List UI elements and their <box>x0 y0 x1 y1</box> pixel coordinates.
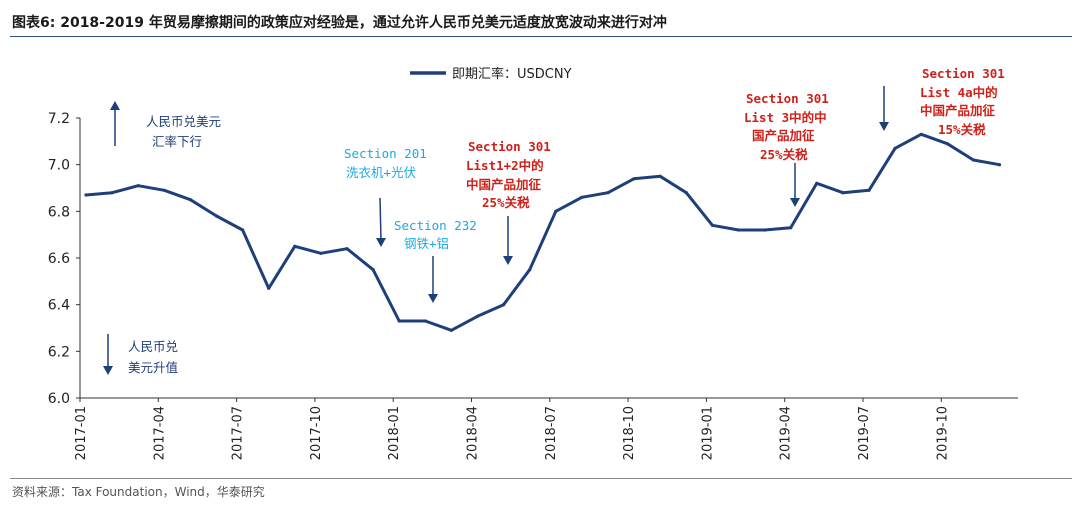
annotation-section-201: Section 201 洗衣机+光伏 <box>344 146 427 247</box>
x-tick-label: 2018-07 <box>544 406 559 460</box>
annotation-s201-line2: 洗衣机+光伏 <box>346 165 417 180</box>
x-tick-label: 2019-07 <box>857 406 872 460</box>
annotation-cny-up: 人民币兑 美元升值 <box>103 334 178 375</box>
annotation-section-301-list3: Section 301 List 3中的中 国产品加征 25%关税 <box>744 91 829 207</box>
annotation-cny-down-line2: 汇率下行 <box>152 134 202 149</box>
annotation-s301b-line2: List 3中的中 <box>744 110 827 125</box>
annotation-cny-up-line2: 美元升值 <box>128 360 178 375</box>
legend-label: 即期汇率：USDCNY <box>452 66 572 82</box>
annotation-s232-line1: Section 232 <box>394 218 477 233</box>
data-point <box>763 228 767 232</box>
data-point <box>423 319 427 323</box>
y-tick-label: 7.0 <box>48 158 70 174</box>
data-point <box>136 184 140 188</box>
x-tick-label: 2018-10 <box>622 406 637 460</box>
annotation-s301a-line4: 25%关税 <box>482 195 530 210</box>
x-tick-label: 2018-04 <box>466 406 481 460</box>
data-point <box>84 193 88 197</box>
annotation-s301c-line1: Section 301 <box>922 66 1005 81</box>
data-point <box>214 214 219 218</box>
data-point <box>397 319 401 323</box>
data-point <box>319 251 323 255</box>
data-point <box>528 268 532 272</box>
data-point <box>554 209 558 213</box>
data-point <box>241 228 245 232</box>
footer-divider <box>10 478 1072 479</box>
data-point <box>971 158 976 162</box>
data-point <box>371 268 375 272</box>
x-tick-label: 2017-10 <box>309 406 324 460</box>
data-point <box>188 198 192 202</box>
annotation-s301a-line1: Section 301 <box>468 139 551 154</box>
data-point <box>684 191 688 195</box>
data-point <box>632 177 636 181</box>
data-point <box>475 314 480 318</box>
x-tick-label: 2017-04 <box>152 406 167 460</box>
data-point <box>658 174 662 178</box>
data-point <box>815 181 819 185</box>
data-point <box>267 286 271 290</box>
data-point <box>867 188 871 192</box>
x-tick-label: 2019-04 <box>779 406 794 460</box>
chart-header: 图表6: 2018-2019 年贸易摩擦期间的政策应对经验是，通过允许人民币兑美… <box>10 6 1072 37</box>
data-point <box>919 132 923 136</box>
y-tick-label: 6.2 <box>48 344 70 360</box>
data-point <box>162 188 166 192</box>
annotation-cny-up-line1: 人民币兑 <box>128 339 178 354</box>
data-point <box>110 191 114 195</box>
data-point <box>789 226 793 230</box>
annotation-s301c-line3: 中国产品加征 <box>920 103 996 118</box>
usdcny-series-line <box>84 132 1001 332</box>
x-tick-label: 2018-01 <box>387 406 402 460</box>
y-tick-label: 6.4 <box>48 298 70 314</box>
x-tick-labels: 2017-01 2017-04 2017-07 2017-10 2018-01 2018-… <box>74 398 950 460</box>
annotation-section-301-list4a: Section 301 List 4a中的 中国产品加征 15%关税 <box>879 66 1005 137</box>
data-point <box>997 163 1002 167</box>
series-points <box>84 132 1002 332</box>
figure-title: 图表6: 2018-2019 年贸易摩擦期间的政策应对经验是，通过允许人民币兑美… <box>12 15 667 31</box>
data-point <box>580 195 584 199</box>
y-tick-label: 7.2 <box>48 111 70 127</box>
annotation-s301b-line4: 25%关税 <box>760 147 808 162</box>
data-point <box>710 223 715 227</box>
annotation-section-301-list12: Section 301 List1+2中的 中国产品加征 25%关税 <box>466 139 551 265</box>
data-point <box>841 191 845 195</box>
annotation-s232-line2: 钢铁+铝 <box>404 236 449 251</box>
annotation-s301a-line2: List1+2中的 <box>466 158 544 173</box>
annotation-s301c-line4: 15%关税 <box>938 122 986 137</box>
source-note: 资料来源：Tax Foundation，Wind，华泰研究 <box>12 485 265 499</box>
data-point <box>893 146 897 150</box>
x-tick-label: 2019-10 <box>935 406 950 460</box>
annotation-cny-down-line1: 人民币兑美元 <box>146 114 221 129</box>
annotation-s301c-line2: List 4a中的 <box>920 85 998 100</box>
annotation-s201-line1: Section 201 <box>344 146 427 161</box>
annotation-s301b-line1: Section 301 <box>746 91 829 106</box>
data-point <box>606 191 610 195</box>
y-tick-label: 6.8 <box>48 204 70 220</box>
data-point <box>502 303 506 307</box>
data-point <box>945 142 949 146</box>
y-tick-label: 6.0 <box>48 391 70 407</box>
annotation-s301b-line3: 国产品加征 <box>752 128 815 143</box>
usdcny-line-chart: 6.06.26.46.66.87.07.2 2017-01 2017-04 2017… <box>48 66 1018 460</box>
legend: 即期汇率：USDCNY <box>410 66 572 82</box>
data-point <box>449 328 453 332</box>
x-tick-label: 2017-01 <box>74 406 89 460</box>
annotation-cny-down: 人民币兑美元 汇率下行 <box>110 101 221 149</box>
y-tick-labels: 6.0 6.2 6.4 6.6 6.8 7.0 7.2 <box>48 111 80 407</box>
annotation-s301a-line3: 中国产品加征 <box>466 177 542 192</box>
annotation-section-232: Section 232 钢铁+铝 <box>394 218 477 303</box>
data-point <box>345 247 349 251</box>
x-tick-label: 2017-07 <box>231 406 246 460</box>
x-tick-label: 2019-01 <box>700 406 715 460</box>
data-point <box>736 228 741 232</box>
y-tick-label: 6.6 <box>48 251 70 267</box>
data-point <box>293 244 297 248</box>
